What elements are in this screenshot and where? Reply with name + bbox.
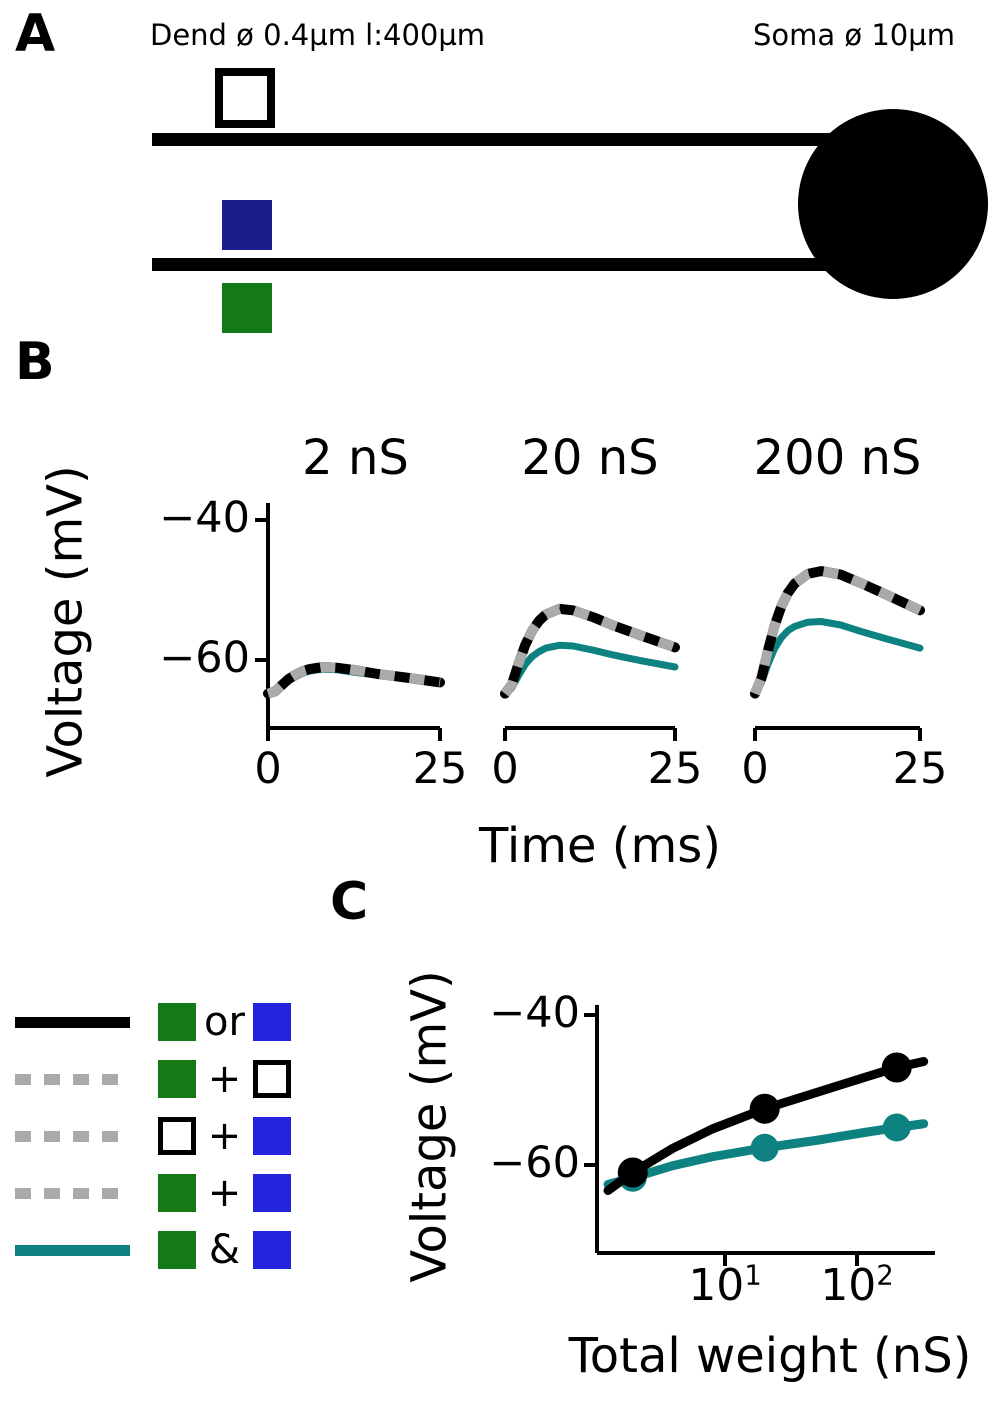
b-trace-teal [751, 618, 924, 698]
tick-base: 10 [688, 1260, 745, 1311]
c-y-tick-label-60: −60 [489, 1138, 580, 1188]
b-x-tick-label: 0 [741, 744, 769, 794]
b-y-tick-label-40: −40 [159, 493, 250, 543]
b-trace-dashed-overlay [500, 603, 677, 697]
legend-line-dashed-gray [15, 1187, 130, 1199]
legend-square-white [253, 1060, 291, 1098]
legend-row-4: + [15, 1169, 291, 1217]
synapse-square-white [215, 68, 275, 128]
dendrite-bottom [152, 258, 870, 271]
c-point-teal [882, 1113, 911, 1142]
legend-row-1: or [15, 998, 291, 1046]
b-trace-teal [501, 641, 679, 698]
c-point-black [881, 1052, 912, 1083]
legend-row-3: + [15, 1112, 291, 1160]
legend-operator: or [204, 999, 245, 1045]
c-point-black [749, 1093, 780, 1124]
tick-exp: 1 [744, 1260, 762, 1292]
legend-row-2: + [15, 1055, 291, 1103]
panel-a-label: A [15, 4, 56, 64]
subplot-title-20ns: 20 nS [521, 430, 659, 486]
b-x-tick-label: 25 [647, 744, 703, 794]
tick-exp: 2 [876, 1260, 894, 1292]
legend-square-green [158, 1003, 196, 1041]
legend-square-green [158, 1060, 196, 1098]
legend-line-dashed-gray [15, 1130, 130, 1142]
b-x-axis-label: Time (ms) [479, 818, 721, 874]
legend-square-white [158, 1117, 196, 1155]
c-point-black [617, 1157, 648, 1188]
b-trace-black [750, 566, 925, 699]
legend-line-solid-black [15, 1016, 130, 1028]
synapse-square-navy [222, 200, 272, 250]
b-x-tick-label: 25 [892, 744, 948, 794]
subplot-title-200ns: 200 nS [753, 430, 922, 486]
legend-row-5: & [15, 1226, 291, 1274]
synapse-square-green [222, 283, 272, 333]
soma-circle [798, 109, 988, 299]
legend-operator: + [207, 1113, 242, 1159]
tick-base: 10 [820, 1260, 877, 1311]
legend-square-green [158, 1174, 196, 1212]
c-x-tick-label-10-1: 101 [665, 1260, 785, 1313]
dendrite-caption: Dend ø 0.4µm l:400µm [150, 18, 486, 52]
b-x-tick-label: 0 [254, 744, 282, 794]
soma-caption: Soma ø 10µm [753, 18, 955, 52]
legend-square-blue [253, 1003, 291, 1041]
legend-square-blue [253, 1174, 291, 1212]
c-x-tick-label-10-2: 102 [797, 1260, 917, 1313]
legend-square-blue [253, 1117, 291, 1155]
legend-operator: + [207, 1056, 242, 1102]
dendrite-top [152, 133, 870, 146]
legend-operator: & [208, 1227, 241, 1273]
panel-b-label: B [15, 332, 55, 392]
b-y-tick-label-60: −60 [159, 633, 250, 683]
legend-square-green [158, 1231, 196, 1269]
b-trace-dashed-overlay [750, 566, 923, 696]
legend-line-dashed-gray [15, 1073, 130, 1085]
panel-c-label: C [330, 872, 369, 932]
subplot-title-2ns: 2 nS [302, 430, 409, 486]
legend-square-blue [253, 1231, 291, 1269]
b-x-tick-label: 25 [412, 744, 468, 794]
c-y-tick-label-40: −40 [489, 988, 580, 1038]
b-x-tick-label: 0 [491, 744, 519, 794]
c-point-teal [750, 1133, 779, 1162]
b-trace-black [263, 662, 445, 699]
legend-operator: + [207, 1170, 242, 1216]
legend-line-solid-teal [15, 1244, 130, 1256]
c-x-axis-label: Total weight (nS) [568, 1328, 972, 1384]
